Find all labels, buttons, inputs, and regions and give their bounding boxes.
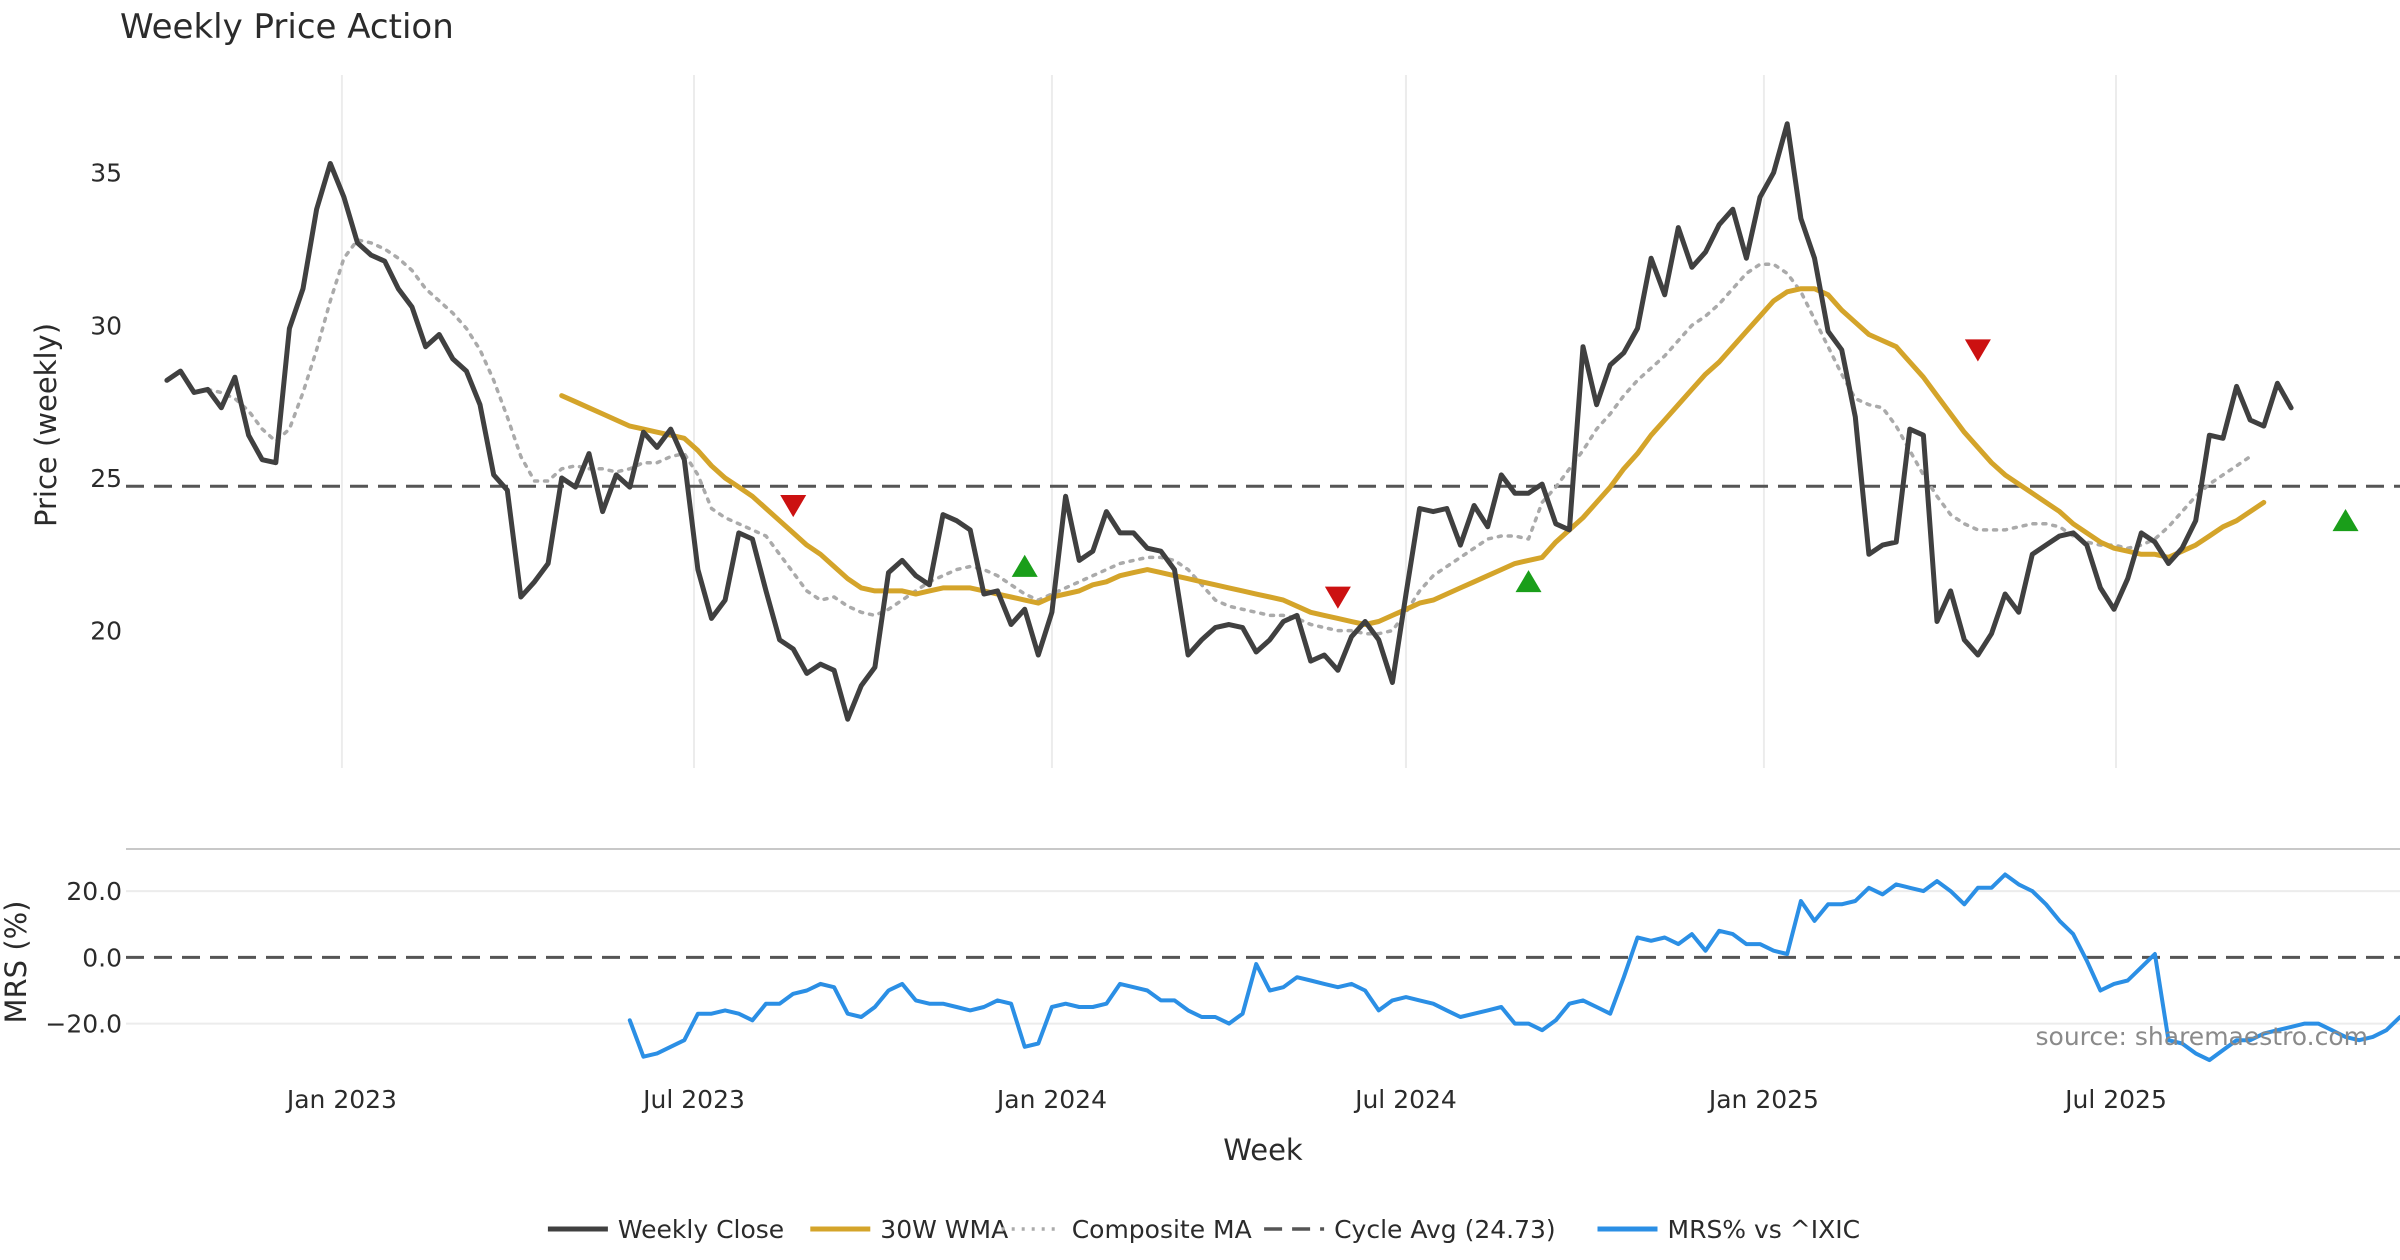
- price-y-tick-label: 35: [90, 159, 122, 188]
- price-y-axis-title: Price (weekly): [29, 323, 63, 527]
- sell-signal-marker: [780, 495, 807, 518]
- x-tick-label: Jul 2025: [2063, 1085, 2167, 1114]
- buy-signal-marker: [1515, 570, 1542, 593]
- mrs-y-tick-label: −20.0: [45, 1010, 122, 1039]
- price-series-composite-ma: [205, 238, 2252, 636]
- x-tick-label: Jan 2024: [995, 1085, 1107, 1114]
- signal-markers: [780, 339, 2359, 609]
- x-tick-label: Jan 2025: [1707, 1085, 1819, 1114]
- legend-item-label: MRS% vs ^IXIC: [1668, 1215, 1861, 1244]
- legend-item-label: Composite MA: [1072, 1215, 1252, 1244]
- axes: Jan 2023 Jul 2023 Jan 2024 Jul 2024 Jan 2025…: [45, 159, 2166, 1114]
- legend-item-label: 30W WMA: [880, 1215, 1008, 1244]
- price-series-30w-wma: [559, 286, 2267, 627]
- x-tick-label: Jan 2023: [285, 1085, 397, 1114]
- price-y-tick-label: 30: [90, 311, 122, 340]
- x-axis-title: Week: [1223, 1133, 1303, 1167]
- price-y-tick-label: 25: [90, 464, 122, 493]
- sell-signal-marker: [1964, 339, 1991, 362]
- mrs-series-mrs-vs-ixic: [627, 872, 2400, 1063]
- legend-item-label: Cycle Avg (24.73): [1334, 1215, 1556, 1244]
- x-tick-label: Jul 2024: [1353, 1085, 1457, 1114]
- legend-item-label: Weekly Close: [618, 1215, 784, 1244]
- buy-signal-marker: [1011, 554, 1038, 577]
- sell-signal-marker: [1324, 586, 1351, 609]
- price-series-weekly-close: [164, 121, 2294, 722]
- reference-lines: [126, 484, 2400, 959]
- mrs-y-tick-label: 0.0: [82, 943, 122, 972]
- source-label: source: sharemaestro.com: [2036, 1022, 2369, 1051]
- mrs-y-axis-title: MRS (%): [0, 901, 33, 1024]
- legend: Weekly Close 30W WMA Composite MA Cycle Avg…: [547, 1215, 1861, 1244]
- chart-title: Weekly Price Action: [120, 7, 454, 47]
- price-y-tick-label: 20: [90, 617, 122, 646]
- x-tick-label: Jul 2023: [641, 1085, 745, 1114]
- mrs-y-tick-label: 20.0: [66, 877, 122, 906]
- series-lines: [164, 121, 2400, 1063]
- grid-lines: [126, 75, 2400, 1025]
- buy-signal-marker: [2332, 509, 2359, 532]
